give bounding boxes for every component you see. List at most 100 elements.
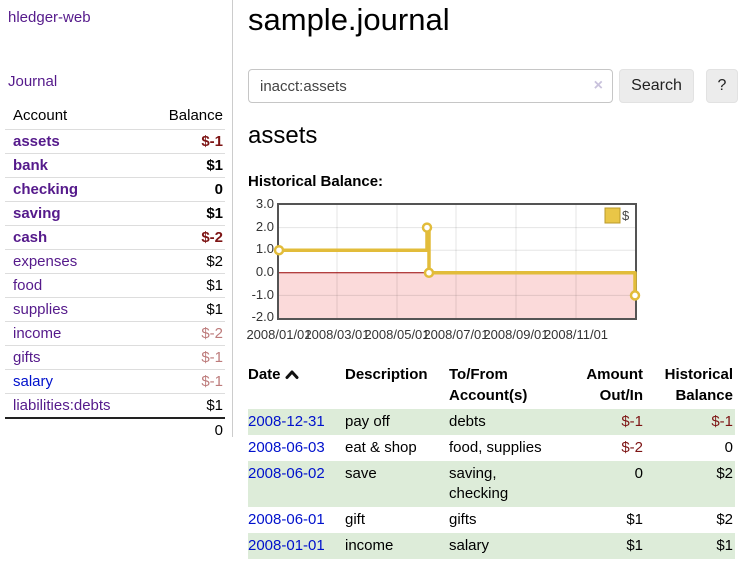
x-axis-tick: 2008/09/01: [483, 327, 549, 342]
balance-chart: 3.0 2.0 1.0 0.0 -1.0 -2.0: [248, 196, 668, 326]
chart-plot-area: $: [273, 203, 641, 320]
y-axis-tick: -1.0: [251, 287, 274, 302]
description-column-header: Description: [345, 366, 428, 383]
table-row: cash $-2: [5, 225, 225, 250]
transaction-amount: 0: [557, 461, 645, 507]
table-row: saving $1: [5, 201, 225, 226]
table-row: income $-2: [5, 321, 225, 346]
chart-title: Historical Balance:: [248, 173, 384, 190]
sidebar: hledger-web Journal Account Balance asse…: [0, 0, 232, 442]
search-bar: × Search ?: [248, 69, 738, 103]
table-row: checking 0: [5, 177, 225, 202]
transaction-date-link[interactable]: 2008-06-03: [248, 439, 325, 456]
transaction-date-link[interactable]: 2008-06-02: [248, 465, 325, 482]
sort-ascending-icon: [285, 365, 299, 386]
account-balance: $-2: [142, 321, 225, 346]
page-title: sample.journal: [248, 2, 450, 37]
transaction-accounts: debts: [449, 409, 557, 435]
x-axis-tick: 2008/05/01: [364, 327, 430, 342]
table-row: supplies $1: [5, 297, 225, 322]
x-axis-tick: 2008/11/01: [543, 327, 609, 342]
transaction-accounts: food, supplies: [449, 439, 542, 456]
transaction-description: save: [345, 461, 449, 507]
account-link-supplies[interactable]: supplies: [13, 301, 69, 318]
search-input[interactable]: [248, 69, 613, 103]
account-heading: assets: [248, 122, 318, 149]
search-box: ×: [248, 69, 613, 103]
account-link-checking[interactable]: checking: [13, 181, 79, 198]
transaction-description: gift: [345, 511, 366, 528]
account-balance: $1: [142, 153, 225, 178]
transaction-accounts: salary: [449, 533, 557, 559]
account-link-expenses[interactable]: expenses: [13, 253, 78, 270]
account-balance: $1: [142, 273, 225, 298]
x-axis-tick: 2008/03/01: [304, 327, 370, 342]
account-link-bank[interactable]: bank: [13, 157, 49, 174]
register-row: 2008-06-02 save saving, checking 0 $2: [248, 461, 735, 507]
x-axis-labels: 2008/01/01 2008/03/01 2008/05/01 2008/07…: [246, 327, 735, 343]
transaction-balance: $2: [645, 461, 735, 507]
account-link-salary[interactable]: salary: [13, 373, 54, 390]
account-balance: $2: [142, 249, 225, 274]
register-header-row: Date Description To/From Account(s) Amou…: [248, 361, 735, 409]
table-row: salary $-1: [5, 369, 225, 394]
transaction-amount: $-1: [557, 409, 645, 435]
chart-legend: $: [604, 207, 630, 224]
transaction-description: income: [345, 533, 449, 559]
table-row: expenses $2: [5, 249, 225, 274]
transaction-description: pay off: [345, 409, 449, 435]
app-brand-link[interactable]: hledger-web: [8, 9, 91, 26]
total-row: 0: [5, 417, 225, 442]
account-balance: $1: [142, 393, 225, 418]
register-row: 2008-06-03 eat & shop food, supplies $-2…: [248, 435, 735, 461]
transaction-amount: $-2: [621, 439, 643, 456]
account-balance: $1: [142, 297, 225, 322]
account-link-liabilities-debts[interactable]: liabilities:debts: [13, 397, 111, 414]
balance-column-header: Balance: [168, 107, 223, 124]
y-axis-tick: 2.0: [255, 219, 274, 234]
accounts-column-header: To/From Account(s): [449, 366, 528, 404]
account-link-cash[interactable]: cash: [13, 229, 48, 246]
account-link-income[interactable]: income: [13, 325, 62, 342]
y-axis-tick: -2.0: [251, 309, 274, 324]
account-balance: $-1: [142, 369, 225, 394]
clear-search-icon[interactable]: ×: [593, 77, 603, 94]
transaction-balance: 0: [724, 439, 733, 456]
data-point-markers: [273, 222, 641, 301]
account-link-assets[interactable]: assets: [13, 133, 60, 150]
x-axis-tick: 2008/01/01: [246, 327, 312, 342]
transaction-date-link[interactable]: 2008-12-31: [248, 413, 325, 430]
table-row: gifts $-1: [5, 345, 225, 370]
table-row: assets $-1: [5, 129, 225, 154]
search-button[interactable]: Search: [619, 69, 694, 103]
transaction-amount: $1: [557, 533, 645, 559]
transaction-balance: $2: [716, 511, 733, 528]
transaction-amount: $1: [626, 511, 643, 528]
account-balance: $-1: [142, 345, 225, 370]
sidebar-item-journal[interactable]: Journal: [8, 73, 58, 90]
transaction-date-link[interactable]: 2008-06-01: [248, 511, 325, 528]
transaction-date-link[interactable]: 2008-01-01: [248, 537, 325, 554]
help-button[interactable]: ?: [706, 69, 738, 103]
date-header-label: Date: [248, 366, 281, 383]
register-row: 2008-12-31 pay off debts $-1 $-1: [248, 409, 735, 435]
account-balance: $1: [142, 201, 225, 226]
legend-swatch: [604, 207, 621, 224]
table-header-row: Account Balance: [5, 104, 225, 130]
account-column-header: Account: [13, 107, 68, 124]
account-link-saving[interactable]: saving: [13, 205, 61, 222]
total-balance: 0: [142, 417, 225, 442]
register-table: Date Description To/From Account(s) Amou…: [248, 361, 735, 559]
account-link-gifts[interactable]: gifts: [13, 349, 41, 366]
transaction-accounts: gifts: [449, 511, 477, 528]
account-link-food[interactable]: food: [13, 277, 43, 294]
date-column-header[interactable]: Date: [248, 361, 345, 409]
x-axis-tick: 2008/07/01: [423, 327, 489, 342]
account-balance-table: Account Balance assets $-1 bank $1 check…: [5, 104, 225, 442]
register-row: 2008-06-01 gift gifts $1 $2: [248, 507, 735, 533]
main-content: sample.journal × Search ? assets Histori…: [246, 0, 738, 559]
legend-label: $: [622, 208, 630, 223]
sidebar-divider: [232, 0, 233, 437]
account-balance: $-2: [142, 225, 225, 250]
